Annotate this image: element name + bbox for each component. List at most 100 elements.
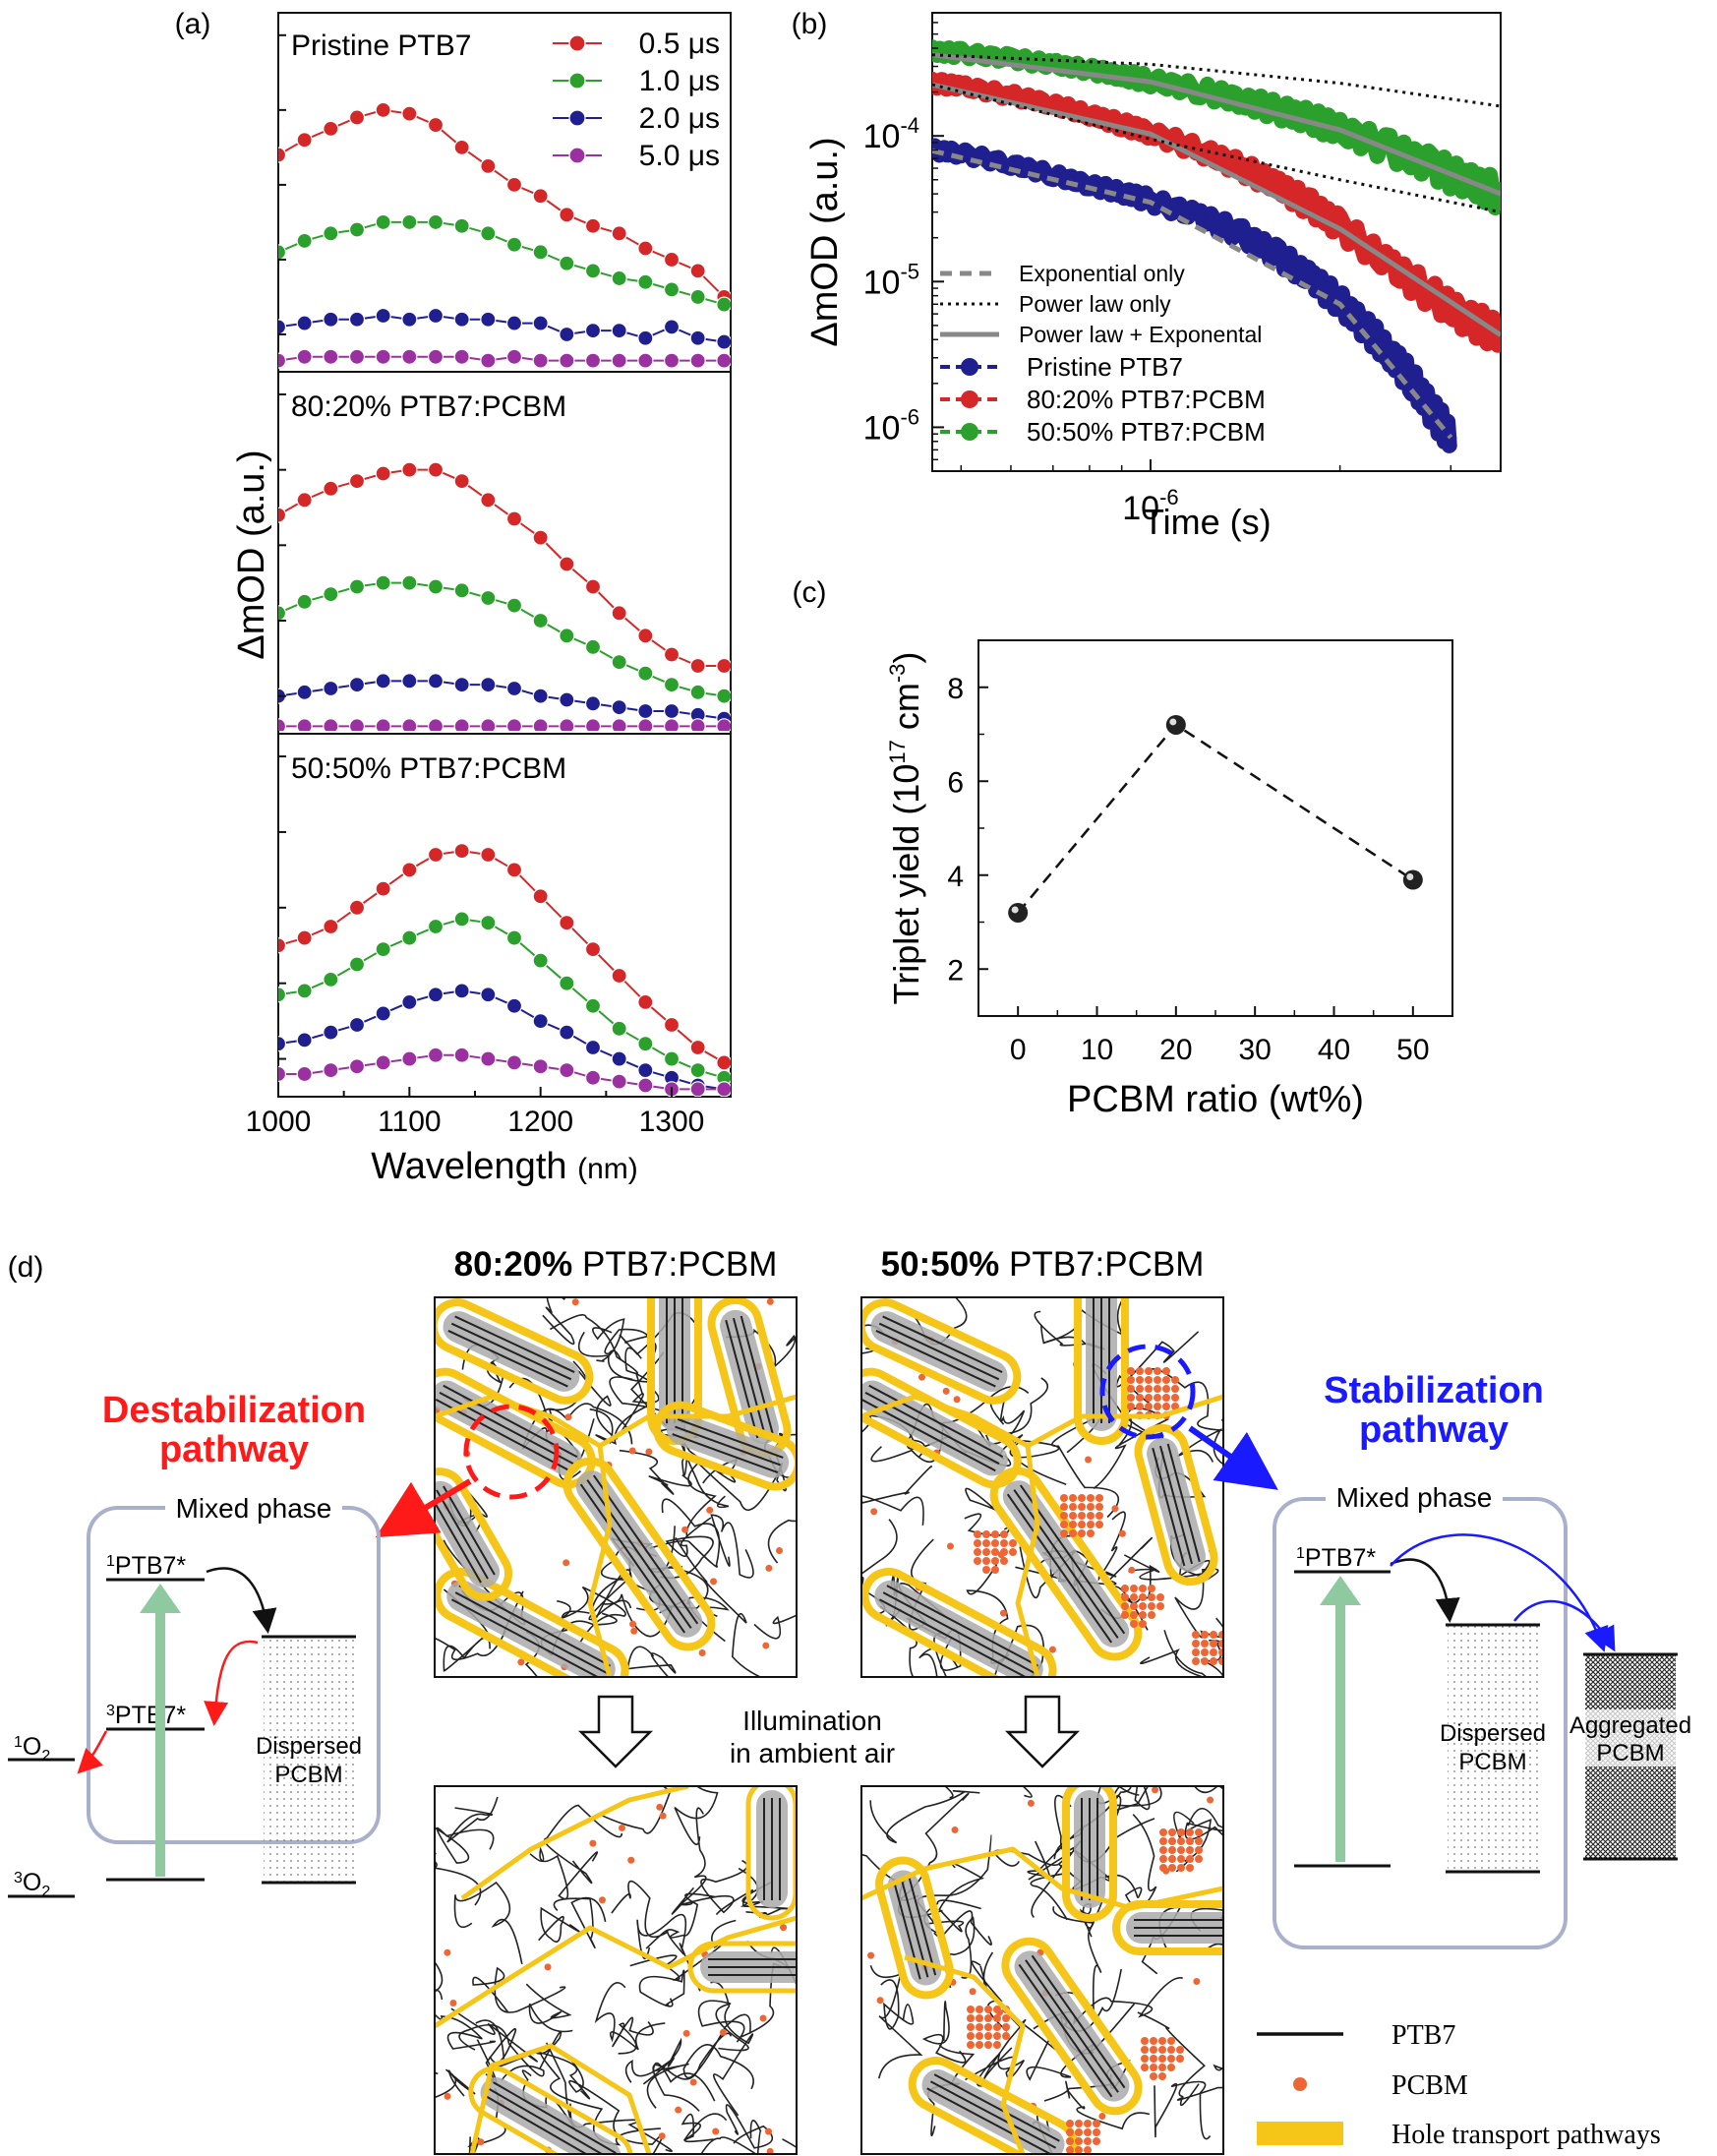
stab-charge-transfer-arrow (1390, 1558, 1460, 1623)
data-point (532, 888, 549, 905)
ptb7-amorphous-chain (697, 2000, 749, 2052)
morphology-50-50-after (861, 1786, 1223, 2154)
aggregated-label-2: PCBM (1596, 1740, 1664, 1767)
legend-label: 2.0 μs (639, 102, 720, 135)
data-point (375, 1005, 391, 1022)
pcbm-molecule (870, 1508, 878, 1516)
pcbm-aggregate-molecule (1130, 1585, 1138, 1592)
ptb7-crystallite (861, 1567, 1057, 1677)
ptb7-chain (672, 1433, 779, 1473)
pcbm-aggregate-molecule (991, 1530, 999, 1538)
data-point-highlight (1169, 718, 1177, 726)
pcbm-aggregate-molecule (1201, 1640, 1209, 1647)
stab-to-aggregate-arrow-2 (1513, 1599, 1616, 1652)
ptb7-chain (1166, 1443, 1201, 1563)
pcbm-molecule (658, 2132, 666, 2140)
ptb7-crystallite (1134, 1423, 1218, 1587)
pcbm-aggregate-molecule (1210, 1640, 1217, 1647)
data-point (663, 1016, 681, 1034)
data-point (278, 147, 287, 163)
pcbm-aggregate-molecule (1168, 1846, 1176, 1854)
pcbm-aggregate-molecule (1066, 2128, 1074, 2136)
data-point (663, 251, 681, 269)
ptb7-chain (1018, 1963, 1113, 2098)
pcbm-aggregate-molecule (1195, 1846, 1203, 1854)
ptb7-chain (1025, 1959, 1119, 2093)
pcbm-aggregate-molecule (1095, 1494, 1103, 1502)
ptb7-amorphous-chain (675, 1536, 762, 1677)
trend-line (1017, 723, 1414, 914)
data-point (559, 915, 575, 931)
panel-b-x-axis-label: Time (s) (1143, 502, 1272, 542)
pcbm-aggregate-molecule (991, 1548, 999, 1556)
y-tick-label: 6 (947, 766, 964, 799)
data-point (427, 987, 444, 1003)
hole-network (861, 1846, 1223, 1911)
ptb7-chain (882, 1591, 1036, 1674)
data-point (584, 352, 602, 369)
pcbm-aggregate-molecule (1060, 1529, 1068, 1537)
x-tick-label: 1200 (507, 1106, 573, 1138)
hole-network (1015, 1445, 1040, 1677)
singlet-oxygen-label: 1O2 (14, 1733, 50, 1765)
pcbm-aggregate-molecule (1150, 2046, 1157, 2054)
ptb7-amorphous-chain (921, 2001, 967, 2064)
destab-pointer-arrow (375, 1478, 472, 1538)
data-point (637, 329, 654, 346)
pcbm-molecule (1128, 1566, 1136, 1574)
ptb7-chain (489, 2088, 613, 2154)
data-point (348, 109, 366, 126)
data-point (716, 296, 731, 313)
ptb7-amorphous-chain (612, 2016, 654, 2055)
pcbm-aggregate-molecule (1141, 2055, 1149, 2063)
data-point (323, 348, 339, 365)
panel-b-ticks: 10-6 10-5 10-4 10-6 (863, 12, 1452, 527)
panel-b-y-axis-label: ΔmOD (a.u.) (804, 137, 846, 346)
legend-marker (568, 34, 586, 52)
pcbm-molecule (645, 1448, 653, 1456)
data-point (532, 352, 549, 369)
stab-title-1: Stabilization (1324, 1370, 1544, 1411)
legend-series-label: Pristine PTB7 (1027, 352, 1183, 382)
ptb7-amorphous-chain (1022, 1786, 1033, 1798)
pcbm-aggregate-molecule (1218, 1657, 1223, 1665)
data-point (480, 352, 497, 369)
ptb7-chain (586, 1479, 692, 1629)
data-point (348, 221, 366, 238)
data-point (453, 139, 470, 155)
series-line-1.0s (278, 220, 725, 306)
pcbm-aggregate-molecule (1130, 1602, 1138, 1610)
ptb7-chain (875, 1330, 996, 1388)
pcbm-aggregate-molecule (1186, 1864, 1194, 1872)
x-tick-label: 10 (1081, 1034, 1113, 1066)
data-point (278, 352, 287, 369)
data-point (348, 473, 366, 490)
data-point (689, 657, 706, 675)
data-point (1165, 714, 1186, 735)
pcbm-aggregate-molecule (1075, 2137, 1083, 2145)
data-point (348, 311, 366, 328)
data-point (348, 348, 366, 365)
x-tick-label: 30 (1238, 1034, 1271, 1066)
hole-pathway (1112, 1900, 1223, 1955)
ptb7-chain (675, 1425, 781, 1467)
pcbm-molecule (627, 1856, 635, 1864)
pcbm-aggregate-molecule (1162, 1403, 1170, 1410)
data-point (401, 673, 418, 689)
hole-pathway (653, 1401, 797, 1491)
pcbm-molecule (766, 2147, 774, 2154)
data-point (559, 718, 575, 731)
ptb7-amorphous-chain (667, 1892, 716, 1955)
data-point (323, 680, 339, 697)
hole-network (469, 2043, 652, 2154)
panel-a-subplot-1 (278, 101, 731, 369)
data-point (559, 691, 575, 708)
stab-mixed-phase-label: Mixed phase (1336, 1482, 1493, 1513)
pcbm-aggregate-molecule (1139, 1585, 1147, 1592)
ptb7-amorphous-chain (619, 1449, 692, 1495)
panel-c: (c) 0 10 20 30 40 50 2 4 6 8 PCBM ratio (wt%) Tri… (793, 576, 1453, 1120)
pcbm-aggregate-molecule (1069, 1521, 1077, 1528)
ptb7-chain (861, 1399, 996, 1472)
pcbm-aggregate-molecule (1000, 1530, 1008, 1538)
ptb7-amorphous-chain (1030, 1863, 1102, 1921)
